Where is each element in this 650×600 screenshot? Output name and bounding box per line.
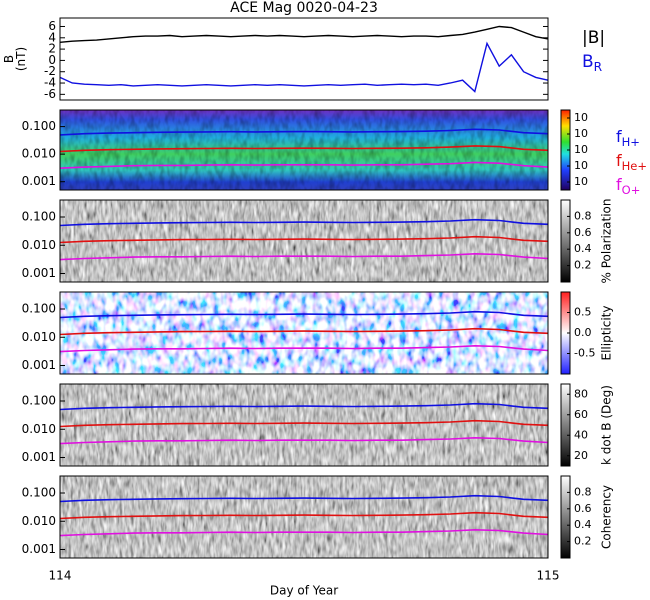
y-tick-label: 0.010	[22, 238, 56, 252]
gyro-line	[59, 402, 549, 411]
plot-frame	[59, 109, 549, 191]
colorbar-tick-label: 0.4	[574, 242, 592, 255]
gyro-line	[59, 494, 549, 503]
y-tick-label: 0.001	[22, 542, 56, 556]
y-tick-label: -4	[44, 76, 56, 90]
colorbar-tick-label: 40	[574, 428, 588, 441]
legend-name: |B|	[582, 28, 605, 48]
y-tick-label: 0.001	[22, 450, 56, 464]
colorbar-tick-label: 0.6	[574, 502, 592, 515]
colorbar	[560, 475, 571, 559]
legend-entry: fHe+	[616, 151, 647, 173]
colorbar-tick-label: 0.5	[574, 306, 592, 319]
colorbar-tick-label: 60	[574, 408, 588, 421]
gyro-line	[59, 528, 549, 537]
colorbar-tick-label: 0.8	[574, 209, 592, 222]
colorbar-label: Coherency	[600, 485, 614, 549]
colorbar-tick-label: -0.5	[574, 347, 595, 360]
spectrogram-bg	[60, 384, 548, 466]
y-tick-label: 6	[48, 19, 56, 33]
y-tick-label: 0.100	[22, 302, 56, 316]
y-tick-label: 0.010	[22, 514, 56, 528]
legend-entry: fO+	[616, 175, 640, 197]
colorbar	[560, 199, 571, 283]
x-tick-label: 114	[49, 569, 72, 583]
spectrogram-bg	[60, 476, 548, 558]
gyro-line	[59, 511, 549, 520]
colorbar-tick-label: 0.8	[574, 485, 592, 498]
y-tick-label: 0.010	[22, 422, 56, 436]
y-tick-label: 2	[48, 42, 56, 56]
legend-name: f	[616, 127, 622, 146]
colorbar-tick-label: 10	[574, 143, 588, 156]
y-tick-label: 0.100	[22, 486, 56, 500]
y-axis-label: B(nT)	[2, 47, 28, 71]
gyro-line	[59, 327, 549, 336]
legend-name: B	[582, 52, 594, 72]
gyro-line	[59, 235, 549, 244]
legend-subscript: R	[594, 60, 603, 74]
gyro-line	[59, 145, 549, 153]
y-tick-label: 4	[48, 30, 56, 44]
legend-entry: fH+	[616, 127, 640, 149]
spectrogram-bg	[60, 292, 548, 374]
gyro-line	[59, 344, 549, 353]
data-line	[59, 41, 549, 93]
y-tick-label: 0.001	[22, 266, 56, 280]
y-tick-label: 0.010	[22, 147, 56, 161]
x-axis-label: Day of Year	[270, 584, 338, 598]
colorbar-label: k dot B (Deg)	[600, 385, 614, 465]
gyro-line	[59, 218, 549, 227]
colorbar-tick-label: 0.0	[574, 326, 592, 339]
colorbar-tick-label: 10	[574, 111, 588, 124]
colorbar-tick-label: 0.4	[574, 518, 592, 531]
y-tick-label: 0.100	[22, 210, 56, 224]
y-label-line: B	[2, 55, 16, 63]
colorbar-label: % Polarization	[600, 199, 614, 284]
colorbar-tick-label: 0.2	[574, 259, 592, 272]
legend-name: f	[616, 175, 622, 194]
colorbar-tick-label: 80	[574, 387, 588, 400]
colorbar	[560, 383, 571, 467]
colorbar-tick-label: 10	[574, 159, 588, 172]
colorbar-tick-label: 10	[574, 127, 588, 140]
plot-frame	[59, 383, 549, 467]
gyro-line	[59, 252, 549, 261]
spectrogram-texture	[60, 110, 548, 190]
gyro-line	[59, 310, 549, 319]
gyro-line	[59, 128, 549, 136]
plot-frame	[59, 291, 549, 375]
colorbar-tick-label: 10	[574, 175, 588, 188]
y-tick-label: 0.010	[22, 330, 56, 344]
y-tick-label: 0.001	[22, 358, 56, 372]
gyro-line	[59, 436, 549, 445]
legend-name: f	[616, 151, 622, 170]
plot-frame	[59, 17, 549, 101]
y-tick-label: 0.100	[22, 394, 56, 408]
data-line	[59, 25, 549, 43]
y-tick-label: -6	[44, 87, 56, 101]
plot-frame	[59, 475, 549, 559]
spectrogram-bg	[60, 200, 548, 282]
x-tick-label: 115	[537, 569, 560, 583]
colorbar-label: Ellipticity	[600, 306, 614, 361]
gyro-line	[59, 419, 549, 428]
y-tick-label: 0.001	[22, 174, 56, 188]
colorbar-tick-label: 0.2	[574, 535, 592, 548]
plot-frame	[59, 199, 549, 283]
legend-entry: BR	[582, 52, 603, 74]
y-tick-label: -2	[44, 64, 56, 78]
gyro-line	[59, 161, 549, 169]
colorbar-tick-label: 0.6	[574, 226, 592, 239]
y-tick-label: 0	[48, 53, 56, 67]
colorbar-tick-label: 20	[574, 449, 588, 462]
chart-title: ACE Mag 0020-04-23	[230, 0, 378, 16]
y-tick-label: 0.100	[22, 119, 56, 133]
legend-subscript: O+	[622, 182, 641, 196]
legend-entry: |B|	[582, 28, 605, 48]
legend-subscript: H+	[622, 134, 640, 148]
legend-subscript: He+	[622, 158, 647, 172]
y-label-line: (nT)	[14, 47, 28, 71]
